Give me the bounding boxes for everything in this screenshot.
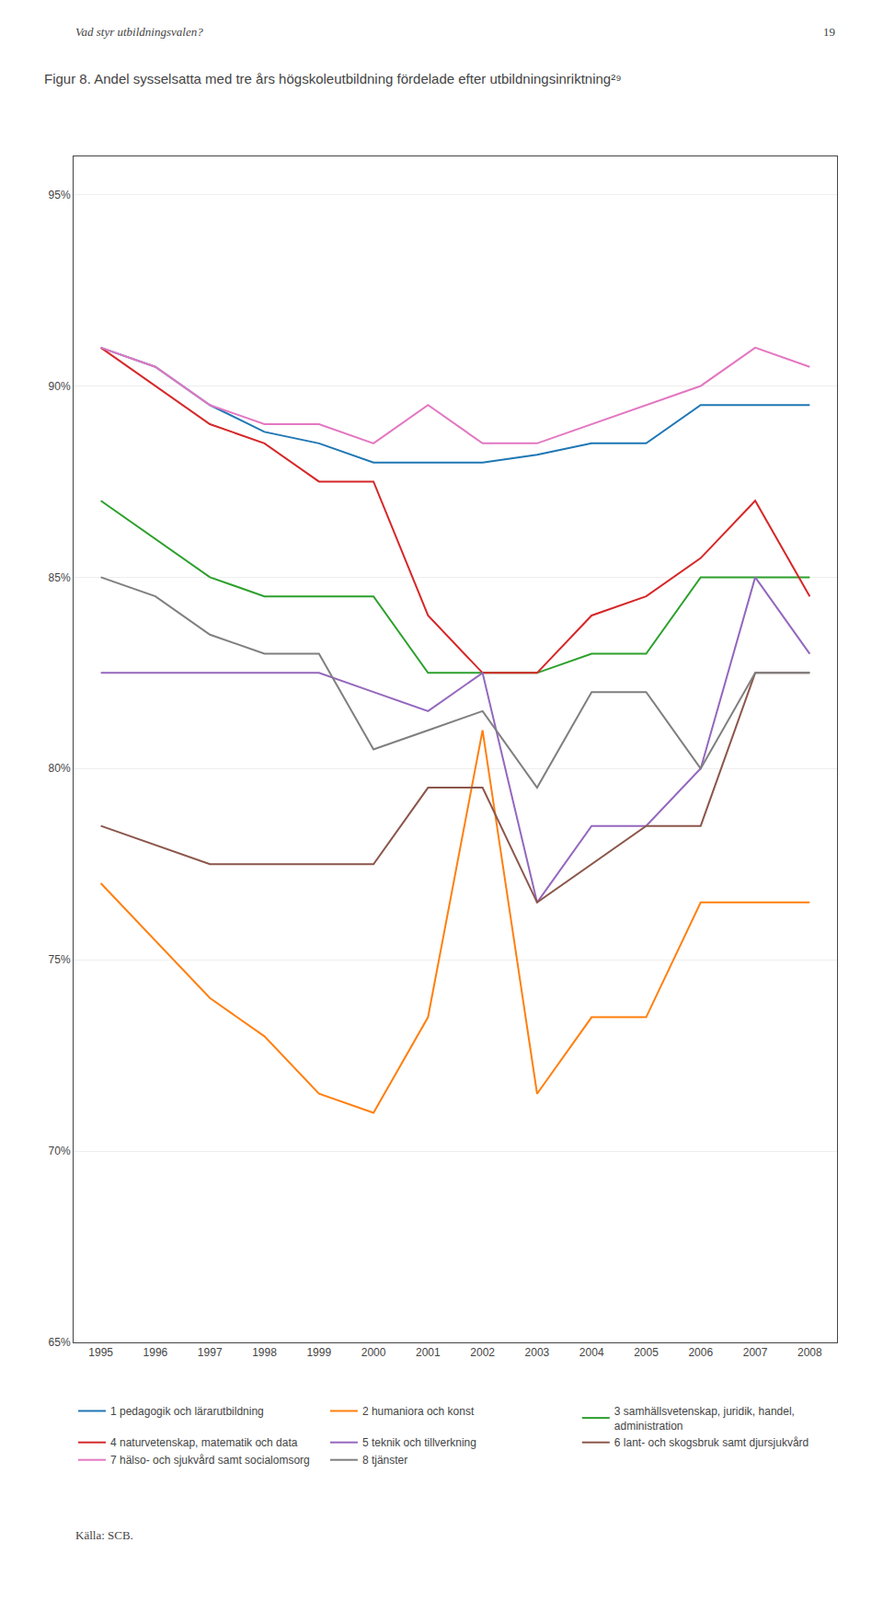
- svg-text:2000: 2000: [361, 1345, 387, 1359]
- svg-text:2008: 2008: [797, 1345, 823, 1359]
- svg-text:19: 19: [823, 24, 836, 39]
- svg-text:1995: 1995: [88, 1345, 114, 1359]
- svg-text:75%: 75%: [48, 952, 71, 966]
- svg-text:85%: 85%: [48, 571, 71, 585]
- svg-text:4 naturvetenskap, matematik oc: 4 naturvetenskap, matematik och data: [110, 1435, 299, 1449]
- svg-text:Källa: SCB.: Källa: SCB.: [75, 1527, 134, 1542]
- svg-text:65%: 65%: [48, 1335, 71, 1349]
- svg-text:1999: 1999: [306, 1345, 332, 1359]
- svg-text:3 samhällsvetenskap, juridik,: 3 samhällsvetenskap, juridik, handel,adm…: [614, 1404, 795, 1433]
- svg-text:1998: 1998: [252, 1345, 277, 1359]
- svg-text:2006: 2006: [688, 1345, 713, 1359]
- svg-text:90%: 90%: [48, 379, 71, 393]
- svg-text:80%: 80%: [48, 761, 71, 775]
- svg-text:Vad styr utbildningsvalen?: Vad styr utbildningsvalen?: [75, 24, 204, 39]
- svg-text:8 tjänster: 8 tjänster: [362, 1453, 408, 1467]
- svg-text:2 humaniora och konst: 2 humaniora och konst: [362, 1404, 475, 1418]
- svg-text:2002: 2002: [470, 1345, 495, 1359]
- svg-text:1997: 1997: [197, 1345, 223, 1359]
- svg-text:2005: 2005: [633, 1345, 659, 1359]
- svg-text:2003: 2003: [525, 1345, 551, 1359]
- svg-text:2001: 2001: [415, 1345, 441, 1359]
- svg-text:70%: 70%: [48, 1144, 71, 1158]
- svg-text:7 hälso- och sjukvård samt soc: 7 hälso- och sjukvård samt socialomsorg: [110, 1453, 310, 1467]
- svg-text:Figur 8. Andel sysselsatta med: Figur 8. Andel sysselsatta med tre års h…: [44, 70, 622, 87]
- svg-text:95%: 95%: [48, 188, 71, 202]
- svg-text:6 lant- och skogsbruk samt dju: 6 lant- och skogsbruk samt djursjukvård: [614, 1435, 809, 1449]
- svg-text:1 pedagogik och lärarutbildnin: 1 pedagogik och lärarutbildning: [110, 1404, 264, 1418]
- svg-text:5 teknik och tillverkning: 5 teknik och tillverkning: [362, 1435, 477, 1449]
- svg-text:2004: 2004: [579, 1345, 605, 1359]
- svg-text:1996: 1996: [143, 1345, 169, 1359]
- svg-text:2007: 2007: [743, 1345, 769, 1359]
